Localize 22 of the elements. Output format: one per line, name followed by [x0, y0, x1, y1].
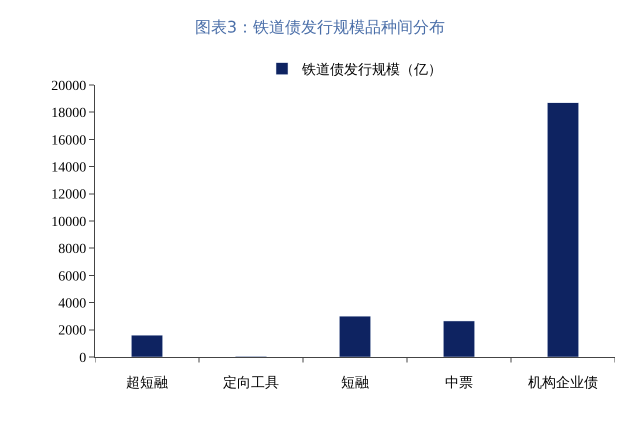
x-tick-label: 短融	[341, 374, 369, 391]
legend-label: 铁道债发行规模（亿）	[301, 62, 442, 78]
y-tick-label: 8000	[58, 242, 86, 258]
y-tick-label: 18000	[51, 106, 86, 122]
chart-title: 图表3：铁道债发行规模品种间分布	[194, 18, 446, 37]
x-tick-label: 中票	[445, 374, 473, 391]
y-tick-label: 10000	[51, 214, 86, 230]
y-tick-label: 0	[79, 350, 86, 366]
x-tick-label: 超短融	[126, 374, 168, 391]
y-tick-label: 2000	[58, 324, 86, 339]
bar	[131, 334, 163, 357]
bar	[339, 316, 371, 357]
y-tick-label: 12000	[51, 188, 86, 203]
y-tick-label: 14000	[51, 160, 86, 176]
x-tick-label: 机构企业债	[528, 374, 598, 391]
y-tick-label: 16000	[51, 133, 86, 148]
bar	[443, 320, 475, 357]
x-tick-label: 定向工具	[223, 374, 279, 391]
y-tick-label: 20000	[51, 78, 86, 94]
y-tick-label: 4000	[58, 296, 86, 312]
bar	[547, 102, 579, 357]
y-tick-label: 6000	[58, 269, 86, 284]
